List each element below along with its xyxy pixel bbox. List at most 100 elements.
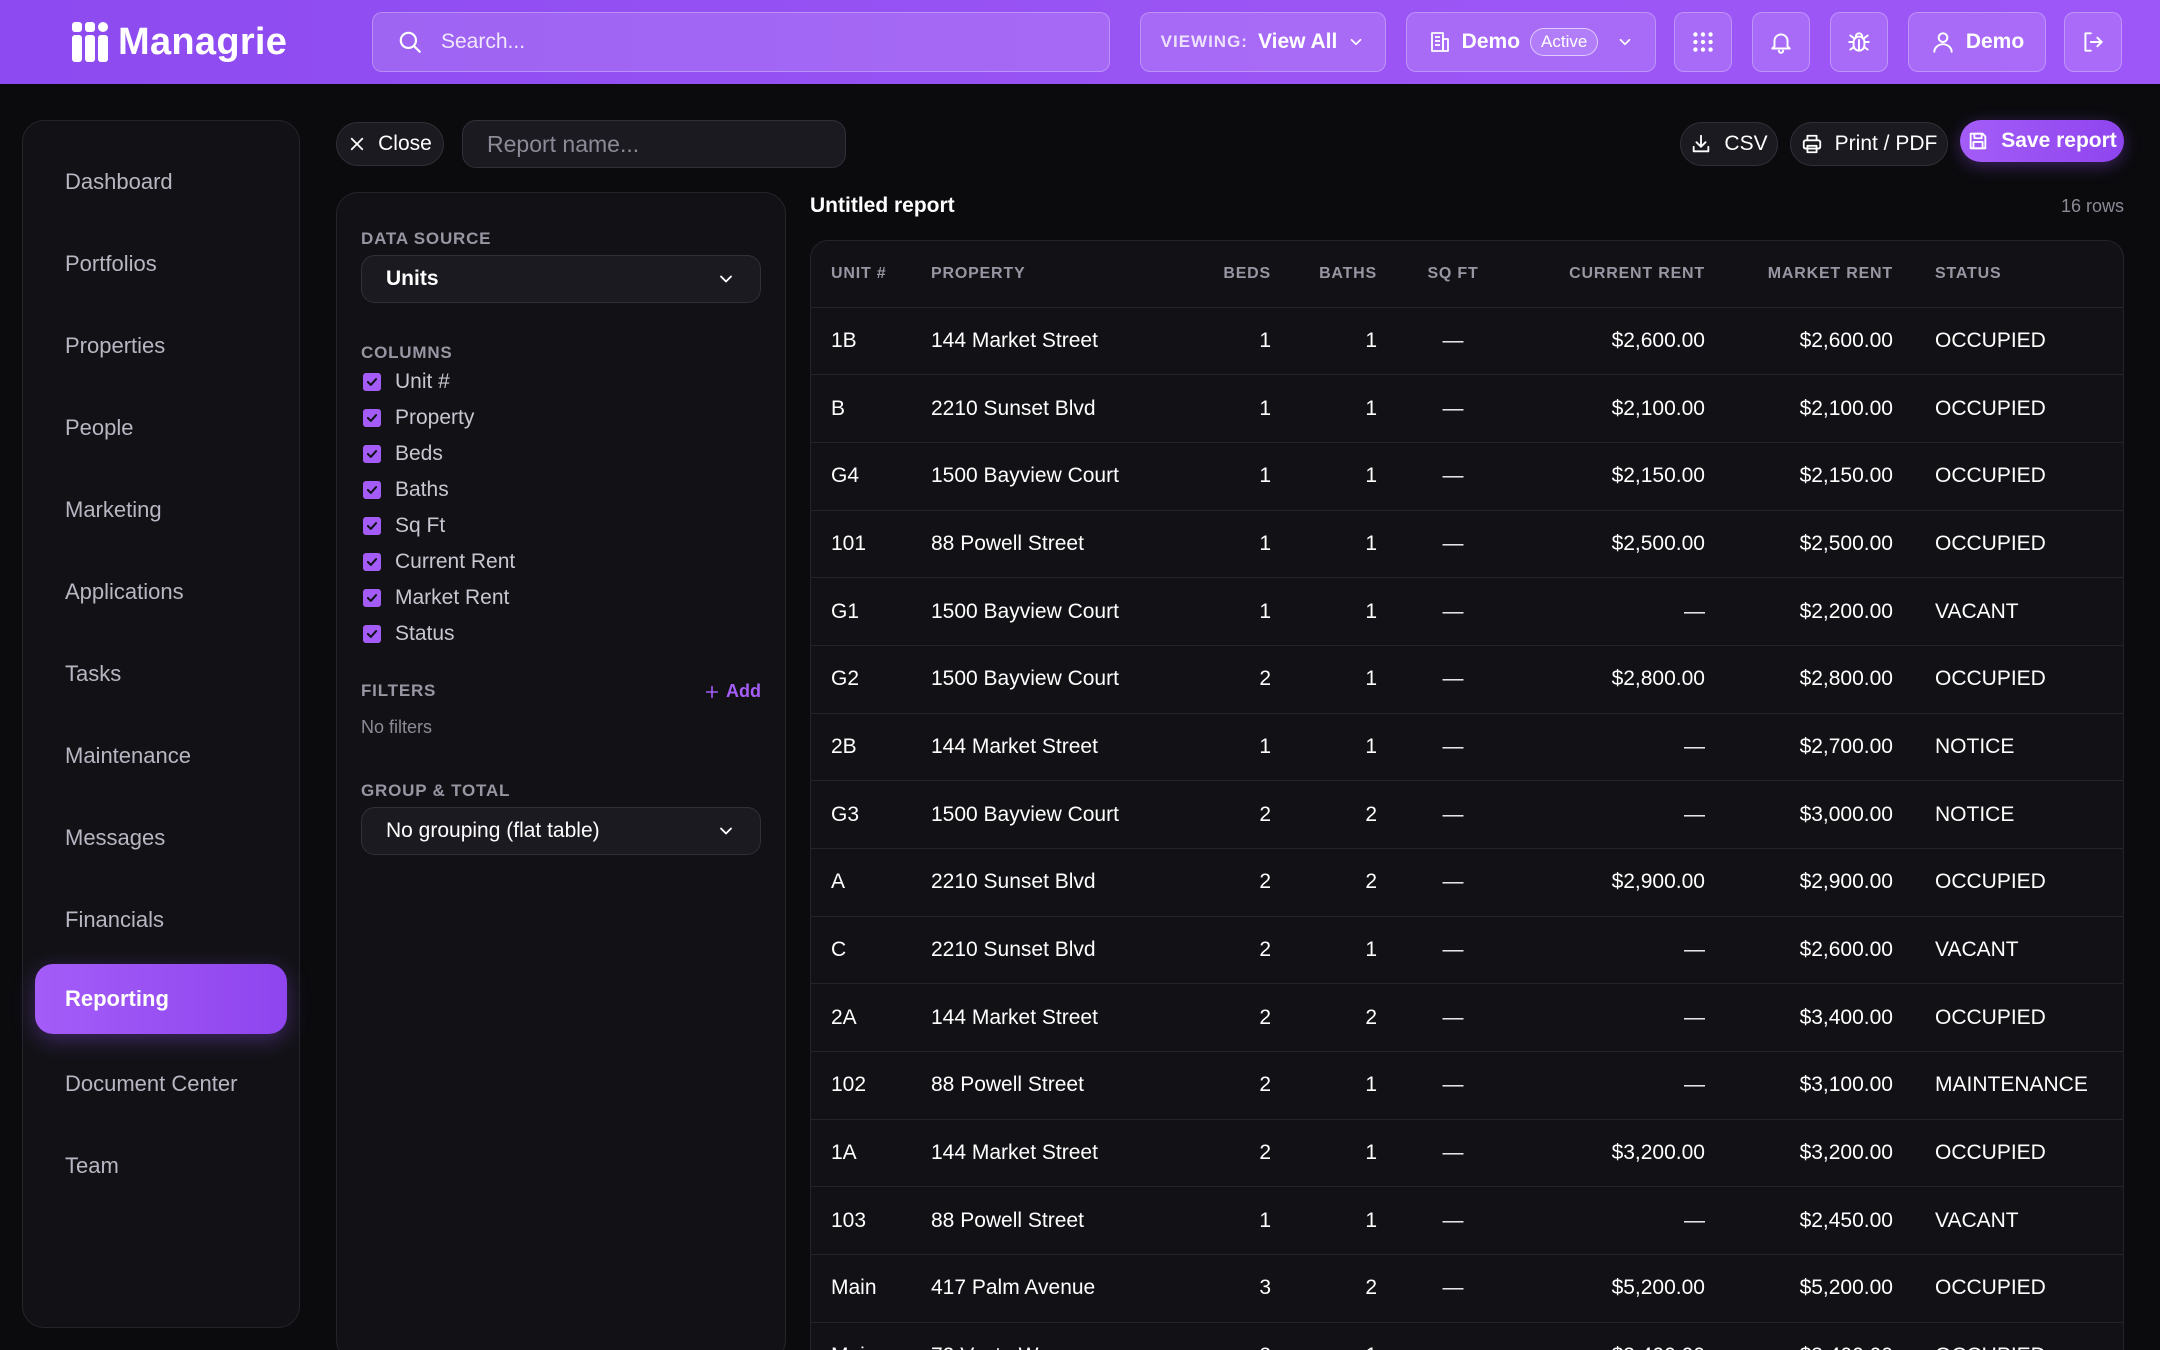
- sidebar-item-financials[interactable]: Financials: [35, 885, 287, 955]
- cell-baths: 1: [1281, 645, 1393, 714]
- header-sqft[interactable]: SQ FT: [1393, 241, 1493, 308]
- column-checkbox-beds[interactable]: Beds: [363, 439, 443, 469]
- group-total-select[interactable]: No grouping (flat table): [361, 807, 761, 855]
- sidebar-item-tasks[interactable]: Tasks: [35, 639, 287, 709]
- cell-current-rent: $2,150.00: [1493, 442, 1705, 511]
- cell-unit: G2: [811, 645, 931, 714]
- report-table: UNIT # PROPERTY BEDS BATHS SQ FT CURRENT RENT…: [811, 241, 2123, 1350]
- table-row[interactable]: C 2210 Sunset Blvd 2 1— — $2,600.00 VACANT: [811, 916, 2123, 985]
- user-menu-button[interactable]: Demo: [1908, 12, 2046, 72]
- search-input[interactable]: [441, 30, 1041, 54]
- sidebar-item-applications[interactable]: Applications: [35, 557, 287, 627]
- cell-current-rent: $3,400.00: [1493, 1322, 1705, 1350]
- table-row[interactable]: Main72 Vesta Way21—$3,400.00$3,400.00OCC…: [811, 1322, 2123, 1350]
- table-row[interactable]: G3 1500 Bayview Court 2 2— — $3,000.00 NOTICE: [811, 780, 2123, 849]
- viewing-selector[interactable]: VIEWING: View All: [1140, 12, 1386, 72]
- report-config-panel: DATA SOURCE Units COLUMNS Unit # Propert…: [336, 192, 786, 1350]
- header-current-rent[interactable]: CURRENT RENT: [1493, 241, 1705, 308]
- close-button[interactable]: Close: [336, 122, 444, 166]
- column-checkbox-property[interactable]: Property: [363, 403, 474, 433]
- report-name-input[interactable]: [462, 120, 846, 168]
- table-row[interactable]: 2A 144 Market Street 2 2— — $3,400.00 OCCUPIED: [811, 983, 2123, 1053]
- cell-market-rent: $2,600.00: [1705, 307, 1893, 376]
- table-row[interactable]: 2B 144 Market Street 1 1— — $2,700.00 NOTICE: [811, 713, 2123, 782]
- table-row[interactable]: B 2210 Sunset Blvd 1 1— $2,100.00 $2,100.00 OC…: [811, 374, 2123, 443]
- cell-sqft: —: [1393, 1119, 1493, 1188]
- sidebar-item-dashboard[interactable]: Dashboard: [35, 147, 287, 217]
- table-row[interactable]: A 2210 Sunset Blvd 2 2— $2,900.00 $2,900.00 OC…: [811, 848, 2123, 917]
- column-checkbox-market-rent[interactable]: Market Rent: [363, 583, 509, 613]
- sidebar-item-people[interactable]: People: [35, 393, 287, 463]
- app-logo[interactable]: Managrie: [70, 16, 287, 68]
- cell-baths: 2: [1281, 1254, 1393, 1323]
- table-row[interactable]: 1A 144 Market Street 2 1— $3,200.00 $3,200.00…: [811, 1119, 2123, 1188]
- sidebar-item-label: Messages: [65, 825, 166, 850]
- no-filters-text: No filters: [361, 717, 433, 737]
- sidebar-item-team[interactable]: Team: [35, 1131, 287, 1201]
- table-row[interactable]: 103 88 Powell Street 1 1— — $2,450.00 VACANT: [811, 1186, 2123, 1256]
- table-row[interactable]: 1B 144 Market Street 1 1— $2,600.00 $2,600.00…: [811, 307, 2123, 376]
- header-baths[interactable]: BATHS: [1281, 241, 1393, 308]
- print-pdf-button[interactable]: Print / PDF: [1790, 122, 1948, 166]
- sidebar-item-label: Applications: [65, 579, 184, 604]
- report-bug-button[interactable]: [1830, 12, 1888, 72]
- notifications-button[interactable]: [1752, 12, 1810, 72]
- cell-property: 72 Vesta Way: [931, 1322, 1191, 1350]
- sidebar-item-properties[interactable]: Properties: [35, 311, 287, 381]
- cell-beds: 1: [1191, 307, 1281, 376]
- data-source-select[interactable]: Units: [361, 255, 761, 303]
- csv-export-button[interactable]: CSV: [1680, 122, 1778, 166]
- header-unit[interactable]: UNIT #: [811, 241, 931, 308]
- sidebar-item-marketing[interactable]: Marketing: [35, 475, 287, 545]
- column-checkbox-sqft[interactable]: Sq Ft: [363, 511, 445, 541]
- save-report-button[interactable]: Save report: [1960, 120, 2124, 162]
- table-row[interactable]: 102 88 Powell Street 2 1— — $3,100.00 MAINTENA…: [811, 1051, 2123, 1120]
- cell-current-rent: $5,200.00: [1493, 1254, 1705, 1323]
- table-row[interactable]: 101 88 Powell Street 1 1— $2,500.00 $2,500.00…: [811, 510, 2123, 579]
- column-checkbox-baths[interactable]: Baths: [363, 475, 449, 505]
- table-row[interactable]: G2 1500 Bayview Court 2 1— $2,800.00 $2,800.0…: [811, 645, 2123, 714]
- chevron-down-icon: [1347, 33, 1365, 51]
- sidebar-item-label: Team: [65, 1153, 119, 1178]
- cell-sqft: —: [1393, 510, 1493, 579]
- cell-sqft: —: [1393, 442, 1493, 511]
- header-property[interactable]: PROPERTY: [931, 241, 1191, 308]
- cell-beds: 2: [1191, 1051, 1281, 1120]
- search-box[interactable]: [372, 12, 1110, 72]
- organization-selector[interactable]: Demo Active: [1406, 12, 1656, 72]
- cell-market-rent: $2,200.00: [1705, 577, 1893, 646]
- cell-market-rent: $3,100.00: [1705, 1051, 1893, 1120]
- cell-market-rent: $3,000.00: [1705, 780, 1893, 849]
- cell-unit: 2B: [811, 713, 931, 782]
- header-beds[interactable]: BEDS: [1191, 241, 1281, 308]
- cell-market-rent: $5,200.00: [1705, 1254, 1893, 1323]
- column-checkbox-status[interactable]: Status: [363, 619, 455, 649]
- table-row[interactable]: G1 1500 Bayview Court 1 1— — $2,200.00 VACANT: [811, 577, 2123, 646]
- column-checkbox-label: Unit #: [395, 370, 450, 393]
- sidebar-item-messages[interactable]: Messages: [35, 803, 287, 873]
- column-checkbox-current-rent[interactable]: Current Rent: [363, 547, 515, 577]
- header-market-rent[interactable]: MARKET RENT: [1705, 241, 1893, 308]
- apps-button[interactable]: [1674, 12, 1732, 72]
- organization-name: Demo: [1461, 30, 1521, 53]
- table-row[interactable]: Main 417 Palm Avenue 3 2— $5,200.00 $5,200.00…: [811, 1254, 2123, 1323]
- column-checkbox-unit[interactable]: Unit #: [363, 367, 450, 397]
- sidebar-item-portfolios[interactable]: Portfolios: [35, 229, 287, 299]
- table-row[interactable]: G4 1500 Bayview Court 1 1— $2,150.00 $2,150.0…: [811, 442, 2123, 511]
- cell-current-rent: $2,100.00: [1493, 374, 1705, 443]
- sidebar-item-maintenance[interactable]: Maintenance: [35, 721, 287, 791]
- cell-sqft: —: [1393, 983, 1493, 1053]
- cell-property: 1500 Bayview Court: [931, 442, 1191, 511]
- group-total-label: GROUP & TOTAL: [361, 781, 511, 800]
- sidebar-item-document-center[interactable]: Document Center: [35, 1049, 287, 1119]
- sidebar-item-reporting[interactable]: Reporting: [35, 964, 287, 1034]
- cell-baths: 1: [1281, 510, 1393, 579]
- status-badge: Active: [1530, 28, 1599, 56]
- add-filter-button[interactable]: Add: [704, 681, 761, 702]
- sidebar-item-label: Dashboard: [65, 169, 173, 194]
- viewing-label: VIEWING:: [1160, 32, 1248, 51]
- cell-current-rent: $2,900.00: [1493, 848, 1705, 917]
- logout-button[interactable]: [2064, 12, 2122, 72]
- header-status[interactable]: STATUS: [1893, 241, 2123, 308]
- column-checkbox-label: Beds: [395, 442, 443, 465]
